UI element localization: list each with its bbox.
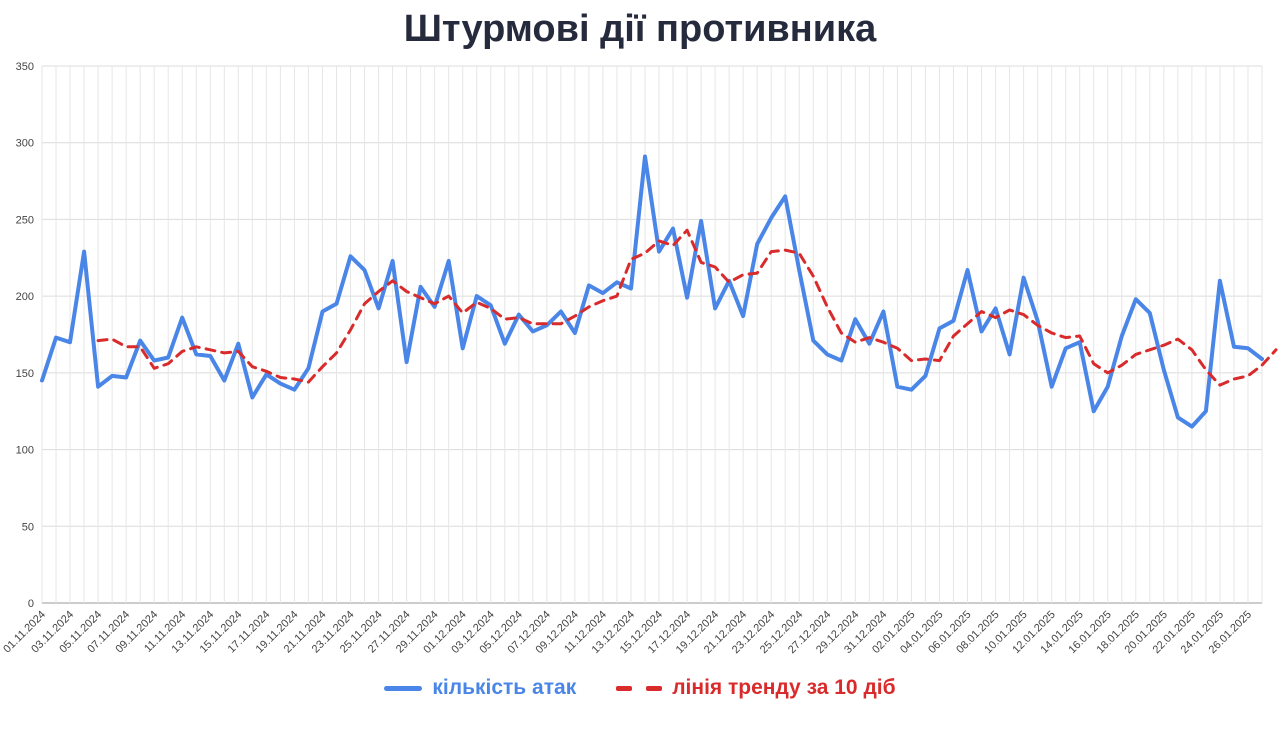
series-layer	[40, 154, 1278, 429]
y-tick-label: 50	[22, 521, 34, 533]
legend-swatch-trend	[616, 685, 663, 691]
y-axis-ticks: 0 50 100 150 200 250 300 350	[16, 61, 34, 610]
x-axis-ticks: 01.11.202403.11.202405.11.202407.11.2024…	[1, 609, 1254, 656]
legend-item-attacks: кількість атак	[384, 676, 576, 700]
y-tick-label: 300	[16, 138, 34, 150]
legend-label-attacks: кількість атак	[432, 676, 577, 699]
series-line-trend	[96, 228, 1278, 387]
legend-item-trend: лінія тренду за 10 діб	[616, 676, 896, 700]
legend: кількість атак лінія тренду за 10 діб	[0, 676, 1280, 700]
y-tick-label: 100	[16, 445, 34, 457]
y-tick-label: 350	[16, 61, 34, 73]
y-tick-label: 0	[28, 598, 34, 610]
series-line-attacks	[40, 154, 1264, 429]
y-tick-label: 250	[16, 214, 34, 226]
line-chart: 0 50 100 150 200 250 300 350 01.11.202403.11.20…	[1, 61, 1278, 656]
chart-title: Штурмові дії противника	[403, 8, 877, 50]
legend-swatch-attacks	[384, 685, 423, 691]
grid-layer	[41, 65, 1263, 604]
y-tick-label: 200	[16, 291, 34, 303]
y-tick-label: 150	[16, 368, 34, 380]
legend-label-trend: лінія тренду за 10 діб	[672, 676, 896, 699]
